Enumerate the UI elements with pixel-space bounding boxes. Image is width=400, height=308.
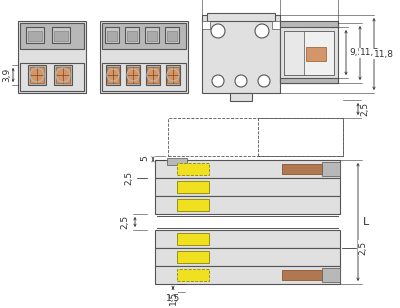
Bar: [282, 164, 322, 174]
Bar: [167, 158, 187, 165]
Bar: [54, 31, 68, 41]
Text: 9,5: 9,5: [349, 48, 363, 57]
Text: 1,5: 1,5: [166, 294, 180, 302]
Bar: [155, 178, 340, 196]
Text: 1,5: 1,5: [168, 291, 178, 305]
Bar: [322, 268, 340, 282]
Bar: [28, 31, 42, 41]
Bar: [207, 13, 275, 21]
Bar: [102, 23, 186, 49]
Bar: [125, 27, 139, 43]
Bar: [177, 251, 209, 263]
Text: 11,8: 11,8: [374, 50, 394, 59]
Bar: [272, 21, 280, 29]
Bar: [306, 47, 326, 61]
Bar: [168, 118, 343, 156]
Bar: [102, 63, 186, 91]
Bar: [165, 27, 179, 43]
Bar: [284, 31, 304, 75]
Bar: [280, 21, 338, 27]
Circle shape: [211, 24, 225, 38]
Bar: [322, 162, 340, 176]
Bar: [147, 67, 159, 83]
Bar: [106, 65, 120, 85]
Bar: [230, 93, 252, 101]
Bar: [155, 160, 340, 178]
Circle shape: [235, 75, 247, 87]
Text: 11,3: 11,3: [360, 48, 380, 58]
Bar: [20, 23, 84, 49]
Bar: [107, 31, 117, 41]
Circle shape: [255, 24, 269, 38]
Bar: [166, 65, 180, 85]
Text: 2,5: 2,5: [358, 241, 368, 255]
Bar: [28, 65, 46, 85]
Bar: [177, 233, 209, 245]
Bar: [177, 269, 209, 281]
Bar: [54, 65, 72, 85]
Bar: [105, 27, 119, 43]
Text: 2,5: 2,5: [120, 215, 130, 229]
Bar: [258, 118, 343, 156]
Bar: [100, 21, 188, 93]
Bar: [282, 270, 322, 280]
Bar: [202, 15, 280, 93]
Bar: [127, 31, 137, 41]
Circle shape: [212, 75, 224, 87]
Text: 5: 5: [140, 155, 150, 161]
Bar: [147, 31, 157, 41]
Bar: [280, 23, 338, 83]
Bar: [126, 65, 140, 85]
Bar: [56, 67, 70, 83]
Bar: [30, 67, 44, 83]
Bar: [177, 199, 209, 211]
Bar: [18, 21, 86, 93]
Bar: [127, 67, 139, 83]
Bar: [167, 31, 177, 41]
Bar: [177, 181, 209, 193]
Bar: [107, 67, 119, 83]
Bar: [146, 65, 160, 85]
Bar: [145, 27, 159, 43]
Text: L: L: [363, 217, 369, 227]
Bar: [284, 31, 334, 75]
Bar: [280, 78, 338, 83]
Bar: [202, 21, 210, 29]
Text: 3,9: 3,9: [2, 68, 12, 82]
Bar: [155, 266, 340, 284]
Bar: [26, 27, 44, 43]
Circle shape: [258, 75, 270, 87]
Bar: [155, 230, 340, 248]
Bar: [155, 196, 340, 214]
Text: 2,5: 2,5: [360, 102, 370, 116]
Bar: [177, 163, 209, 175]
Text: 2,5: 2,5: [124, 171, 134, 185]
Bar: [155, 248, 340, 266]
Bar: [52, 27, 70, 43]
Bar: [167, 67, 179, 83]
Bar: [20, 63, 84, 91]
